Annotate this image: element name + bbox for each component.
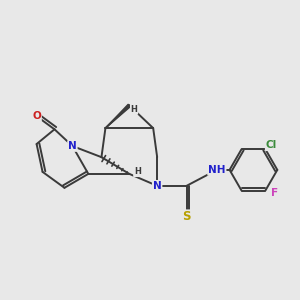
Text: F: F [271, 188, 278, 198]
Text: N: N [68, 141, 77, 151]
Text: N: N [153, 181, 161, 191]
Text: H: H [130, 105, 137, 114]
Text: Cl: Cl [266, 140, 277, 150]
Polygon shape [105, 104, 130, 128]
Text: H: H [134, 167, 141, 176]
Text: S: S [182, 210, 191, 223]
Text: NH: NH [208, 165, 226, 175]
Text: O: O [32, 111, 41, 121]
